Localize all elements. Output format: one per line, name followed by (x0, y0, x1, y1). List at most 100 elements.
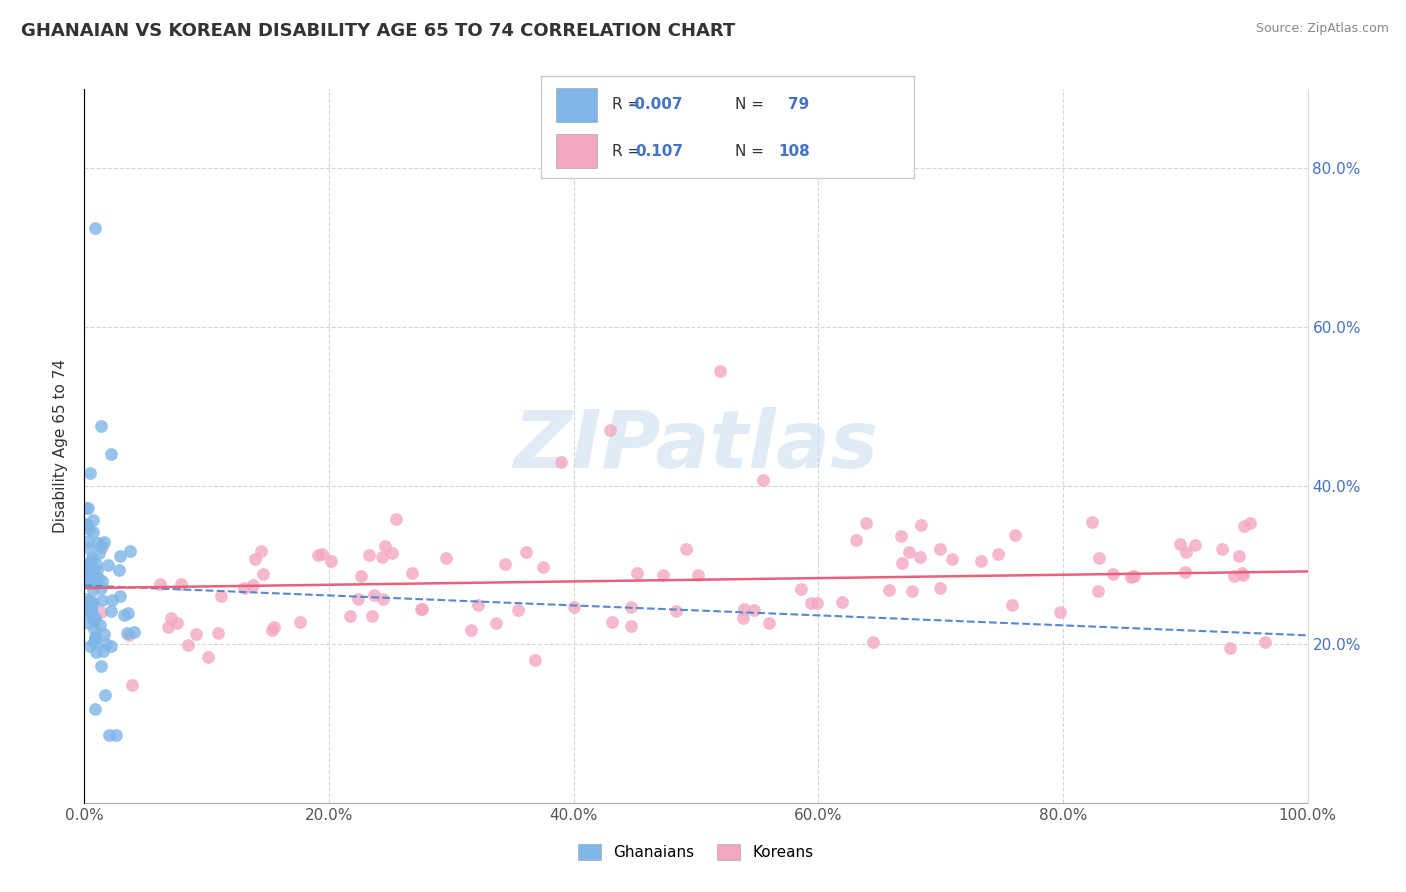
Point (97, 728, 120, 742)
Point (1254, 635, 1277, 649)
Point (117, 628, 139, 642)
Point (79, 572, 101, 586)
Point (1049, 605, 1071, 619)
Point (752, 473, 775, 487)
Point (374, 539, 396, 553)
Point (1004, 528, 1026, 542)
Point (121, 678, 143, 692)
Point (910, 517, 932, 532)
Point (93, 534, 115, 549)
Point (524, 653, 547, 667)
Point (665, 604, 688, 618)
Point (108, 549, 131, 564)
Point (550, 455, 572, 469)
Point (89, 618, 111, 632)
Legend: Ghanaians, Koreans: Ghanaians, Koreans (572, 838, 820, 866)
Point (1087, 584, 1109, 599)
Point (80, 600, 103, 615)
Point (436, 550, 458, 565)
Point (970, 554, 993, 568)
Text: ZIPatlas: ZIPatlas (513, 407, 879, 485)
Point (117, 607, 139, 621)
Point (184, 627, 207, 641)
Point (77, 541, 100, 555)
Point (157, 620, 180, 634)
Point (789, 582, 811, 597)
Point (515, 545, 537, 559)
Point (409, 602, 432, 616)
Point (599, 423, 621, 437)
Point (97, 558, 120, 572)
Point (76, 601, 98, 615)
Point (75, 517, 97, 532)
Point (170, 577, 193, 591)
Point (79, 594, 101, 608)
Point (108, 589, 131, 603)
Point (831, 595, 853, 609)
Point (385, 512, 408, 526)
Point (1232, 566, 1254, 580)
Point (149, 577, 172, 591)
Point (90, 539, 112, 553)
Point (91, 643, 114, 657)
Point (93, 627, 115, 641)
Point (800, 596, 823, 610)
Point (339, 609, 361, 624)
Text: -0.007: -0.007 (628, 97, 683, 112)
Point (89, 546, 111, 560)
Point (862, 635, 884, 649)
Text: Source: ZipAtlas.com: Source: ZipAtlas.com (1256, 22, 1389, 36)
Point (77, 616, 100, 631)
Point (1174, 565, 1197, 579)
Point (90, 419, 112, 434)
Point (75, 575, 97, 590)
Point (209, 590, 232, 604)
Text: GHANAIAN VS KOREAN DISABILITY AGE 65 TO 74 CORRELATION CHART: GHANAIAN VS KOREAN DISABILITY AGE 65 TO … (21, 22, 735, 40)
Point (758, 615, 780, 630)
Point (651, 568, 673, 582)
Point (1081, 515, 1104, 529)
Point (252, 566, 274, 581)
Point (1239, 516, 1261, 530)
Point (75, 559, 97, 574)
Point (83, 701, 105, 715)
Point (177, 638, 200, 652)
Point (1101, 567, 1123, 582)
Point (83, 613, 105, 627)
Point (233, 581, 256, 595)
Point (80, 607, 103, 622)
Point (100, 639, 122, 653)
Point (347, 592, 370, 607)
Point (987, 547, 1010, 561)
Point (494, 558, 516, 572)
Point (686, 567, 709, 582)
Point (77, 567, 100, 582)
Point (82, 564, 104, 578)
Point (371, 549, 394, 564)
Point (100, 447, 122, 461)
Point (122, 624, 145, 639)
FancyBboxPatch shape (557, 88, 598, 122)
Point (77, 500, 100, 515)
Point (242, 578, 264, 592)
Point (197, 649, 219, 664)
Point (79, 522, 101, 536)
Point (118, 543, 141, 558)
Point (877, 582, 900, 597)
Point (1223, 569, 1246, 583)
Point (1211, 541, 1233, 556)
Y-axis label: Disability Age 65 to 74: Disability Age 65 to 74 (53, 359, 69, 533)
Point (260, 624, 283, 638)
Point (855, 516, 877, 531)
Point (86, 563, 108, 577)
Point (381, 546, 404, 560)
Point (600, 615, 623, 629)
Point (105, 728, 128, 742)
Point (75, 557, 97, 571)
Point (90, 593, 112, 607)
Point (79, 603, 101, 617)
Point (411, 601, 433, 615)
Point (91, 574, 114, 588)
Point (1233, 519, 1256, 533)
Point (731, 610, 754, 624)
